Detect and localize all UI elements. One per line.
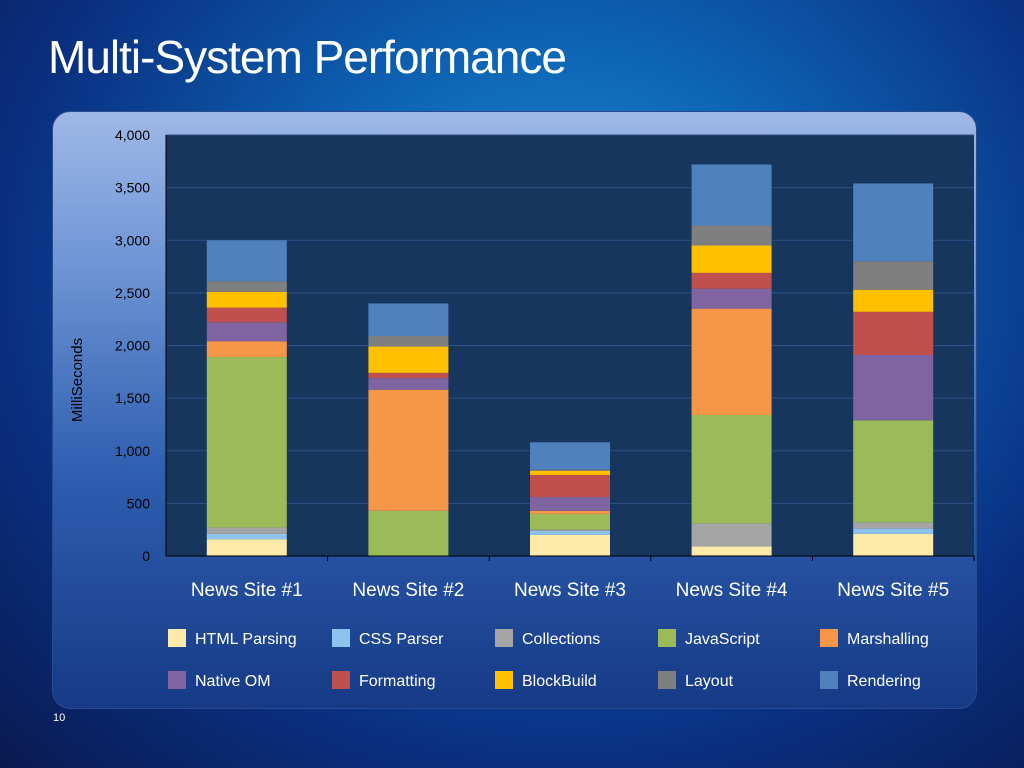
- bar-segment: [206, 533, 287, 540]
- bar-segment: [368, 378, 449, 390]
- legend-label: Collections: [522, 631, 600, 648]
- legend-swatch: [820, 671, 838, 689]
- y-tick-label: 2,500: [115, 285, 150, 301]
- bar-segment: [530, 470, 610, 475]
- legend-swatch: [820, 629, 838, 647]
- bar-segment: [691, 288, 772, 309]
- bar-segment: [530, 442, 610, 470]
- legend-swatch: [658, 629, 676, 647]
- page-number: 10: [53, 712, 66, 724]
- bar-segment: [530, 497, 610, 511]
- y-tick-label: 4,000: [115, 127, 150, 143]
- x-tick-label: News Site #2: [352, 580, 464, 601]
- bar-segment: [853, 522, 934, 529]
- legend-label: BlockBuild: [522, 673, 597, 690]
- bar-segment: [368, 372, 449, 379]
- y-tick-label: 3,000: [115, 232, 150, 248]
- bar-segment: [530, 510, 610, 514]
- bar-segment: [206, 240, 287, 282]
- bar-segment: [853, 354, 934, 421]
- bar-segment: [530, 474, 610, 498]
- bar-segment: [853, 261, 934, 290]
- legend-swatch: [168, 629, 186, 647]
- bar-segment: [530, 469, 610, 471]
- bar-segment: [368, 389, 449, 511]
- bar-segment: [853, 533, 934, 556]
- y-tick-label: 3,500: [115, 180, 150, 196]
- slide-title: Multi-System Performance: [48, 31, 567, 83]
- x-tick-label: News Site #4: [676, 580, 788, 601]
- bar-segment: [691, 308, 772, 415]
- bar-segment: [368, 510, 449, 556]
- bar-segment: [530, 534, 610, 556]
- bar-segment: [368, 336, 449, 347]
- legend-label: CSS Parser: [359, 631, 444, 648]
- x-tick-label: News Site #1: [191, 580, 303, 601]
- legend-label: Native OM: [195, 673, 271, 690]
- y-tick-label: 1,500: [115, 390, 150, 406]
- bar-segment: [853, 311, 934, 355]
- y-tick-label: 2,000: [115, 338, 150, 354]
- bar-segment: [368, 303, 449, 337]
- bar-segment: [206, 291, 287, 308]
- bar-segment: [691, 225, 772, 246]
- legend-swatch: [168, 671, 186, 689]
- bar-segment: [206, 307, 287, 323]
- bar-segment: [853, 528, 934, 534]
- bar-segment: [691, 272, 772, 289]
- bar-segment: [691, 245, 772, 273]
- bar-segment: [206, 527, 287, 534]
- bar-segment: [691, 546, 772, 556]
- bar-segment: [206, 357, 287, 528]
- legend-swatch: [658, 671, 676, 689]
- bar-segment: [853, 289, 934, 312]
- legend-label: HTML Parsing: [195, 631, 297, 648]
- bar-segment: [206, 281, 287, 292]
- legend-label: Marshalling: [847, 631, 929, 648]
- bar-segment: [691, 523, 772, 547]
- bar-segment: [530, 513, 610, 530]
- bar-segment: [206, 341, 287, 358]
- bar-segment: [853, 183, 934, 262]
- bar-segment: [691, 164, 772, 226]
- bar-segment: [206, 539, 287, 556]
- x-tick-label: News Site #5: [837, 580, 949, 601]
- legend-swatch: [495, 629, 513, 647]
- legend-swatch: [495, 671, 513, 689]
- bar-segment: [368, 346, 449, 373]
- legend-label: Formatting: [359, 673, 435, 690]
- legend-label: Layout: [685, 673, 734, 690]
- y-tick-label: 500: [127, 495, 151, 511]
- bar-segment: [530, 529, 610, 531]
- legend-swatch: [332, 629, 350, 647]
- y-tick-label: 1,000: [115, 443, 150, 459]
- y-tick-label: 0: [142, 548, 150, 564]
- legend-swatch: [332, 671, 350, 689]
- legend-label: Rendering: [847, 673, 921, 690]
- bar-segment: [853, 420, 934, 523]
- bar-segment: [691, 414, 772, 524]
- x-tick-label: News Site #3: [514, 580, 626, 601]
- y-axis-label: MilliSeconds: [69, 338, 86, 422]
- bar-segment: [206, 322, 287, 342]
- legend-label: JavaScript: [685, 631, 760, 648]
- bar-segment: [530, 530, 610, 535]
